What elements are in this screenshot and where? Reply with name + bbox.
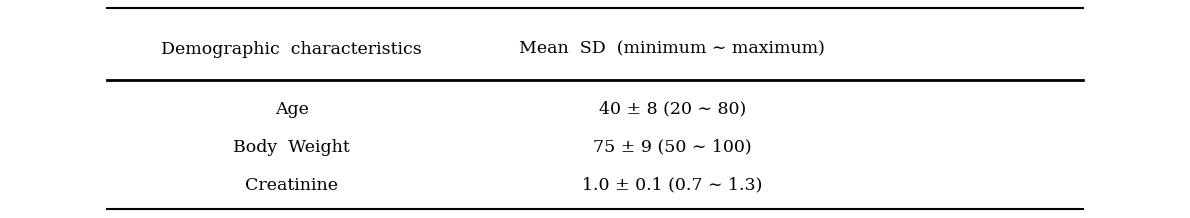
- Text: Creatinine: Creatinine: [245, 177, 338, 194]
- Text: Body  Weight: Body Weight: [233, 139, 350, 156]
- Text: Mean  SD  (minimum ∼ maximum): Mean SD (minimum ∼ maximum): [519, 41, 826, 58]
- Text: 75 ± 9 (50 ∼ 100): 75 ± 9 (50 ∼ 100): [593, 139, 752, 156]
- Text: 40 ± 8 (20 ∼ 80): 40 ± 8 (20 ∼ 80): [599, 100, 746, 118]
- Text: Age: Age: [275, 100, 308, 118]
- Text: Demographic  characteristics: Demographic characteristics: [161, 41, 422, 58]
- Text: 1.0 ± 0.1 (0.7 ∼ 1.3): 1.0 ± 0.1 (0.7 ∼ 1.3): [582, 177, 763, 194]
